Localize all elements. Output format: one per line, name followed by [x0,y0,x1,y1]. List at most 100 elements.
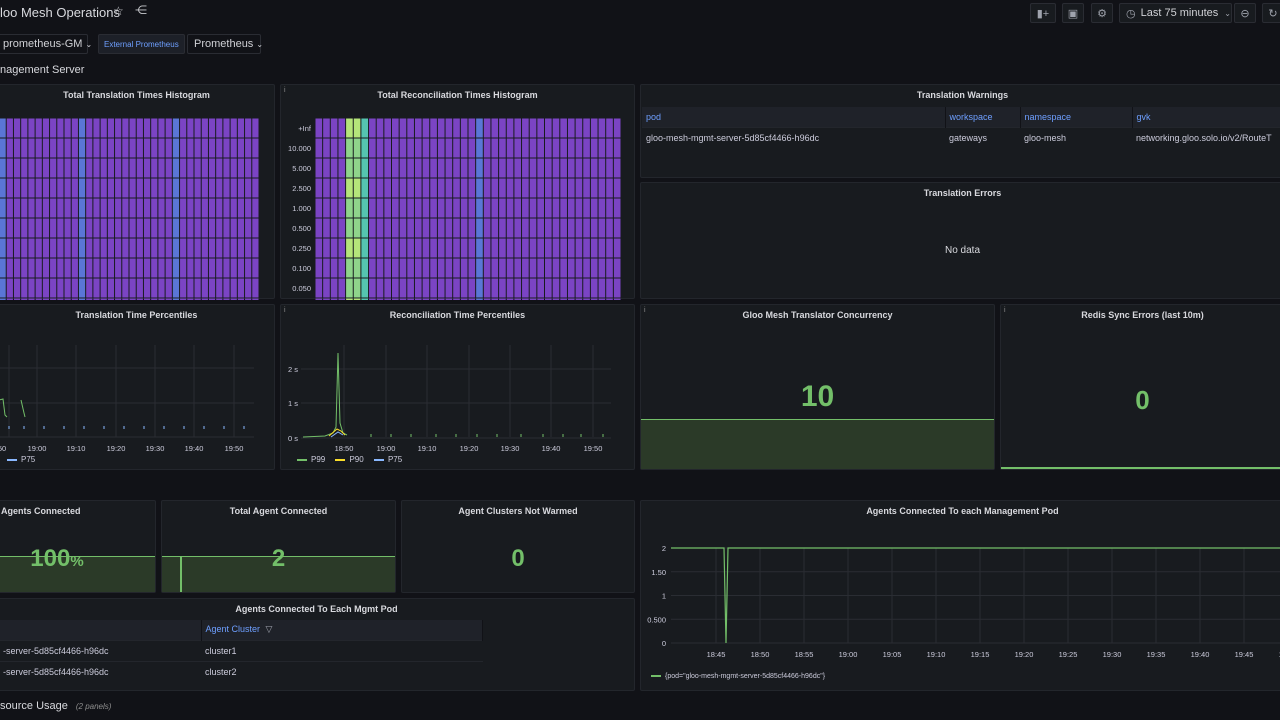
heatmap-cell [338,178,346,198]
heatmap-cell [323,258,330,278]
column-header-agent-cluster[interactable]: Agent Cluster ▽ [201,620,483,640]
legend-item-p99[interactable]: P99 [297,455,325,464]
heatmap-cell [545,118,552,138]
heatmap-cell [252,158,259,178]
panel-title[interactable]: Translation Errors [923,188,1002,198]
gear-icon[interactable]: ⚙ [1091,3,1113,23]
stat-value: 0 [1135,385,1150,415]
heatmap-cell [136,298,143,300]
heatmap-cell [158,198,165,218]
legend-item-p75[interactable]: P75 [7,455,35,464]
heatmap-cell [506,158,514,178]
heatmap-cell [468,218,476,238]
heatmap-cell [42,278,50,298]
panel-title[interactable]: Total Agent Connected [229,506,328,516]
filter-icon[interactable]: ▽ [265,624,273,635]
heatmap-cell [529,198,537,218]
x-tick-label: 18:55 [795,650,814,659]
heatmap-cell [392,178,399,198]
panel-title[interactable]: Reconciliation Time Percentiles [389,310,526,320]
panel-title[interactable]: Translation Warnings [916,90,1009,100]
heatmap-cell [194,118,201,138]
row-management-server[interactable]: nagement Server [0,64,85,76]
heatmap-cell [64,258,71,278]
panel-count: (2 panels) [75,702,112,711]
heatmap-cell [28,198,35,218]
star-icon[interactable]: ☆ [113,4,124,18]
heatmap-cell [86,178,93,198]
panel-title[interactable]: Agents Connected To each Management Pod [866,506,1059,516]
panel-title[interactable]: Gloo Mesh Translator Concurrency [742,310,893,320]
heatmap-cell [560,178,567,198]
x-tick-label: 19:05 [883,650,902,659]
panel-title[interactable]: Total Reconciliation Times Histogram [377,90,538,100]
prometheus-select[interactable]: Prometheus ⌄ [187,34,263,54]
x-tick-label: 19:40 [542,444,561,453]
column-header-pod[interactable]: pod [642,107,946,127]
heatmap-cell [361,138,369,158]
x-tick-label: 19:00 [28,444,47,453]
heatmap-cell [28,178,35,198]
panel-title[interactable]: Agents Connected To Each Mgmt Pod [235,604,398,614]
heatmap-cell [0,138,6,158]
heatmap-cell [21,218,28,238]
heatmap-cell [376,298,384,300]
info-icon[interactable]: i [284,307,286,314]
heatmap-cell [369,178,376,198]
panel-clusters-not-warmed: Agent Clusters Not Warmed 0 [401,500,635,593]
heatmap-cell [158,278,165,298]
info-icon[interactable]: i [284,87,286,94]
heatmap-cell [201,298,208,300]
heatmap-cell [353,178,361,198]
info-icon[interactable]: i [1004,307,1006,314]
stat-sparkline-bg [1001,467,1280,469]
heatmap-cell [560,118,567,138]
datasource-select[interactable]: prometheus-GM ⌄ [0,34,92,54]
info-icon[interactable]: i [644,307,646,314]
legend-item-p90[interactable]: P90 [335,455,364,464]
heatmap-cell [506,258,514,278]
chevron-down-icon: ⌄ [85,40,93,49]
legend-item-p75[interactable]: P75 [373,455,402,464]
heatmap-cell [187,138,194,158]
zoom-out-icon[interactable]: ⊖ [1234,3,1256,23]
panel-title[interactable]: Agent Clusters Not Warmed [458,506,578,516]
legend-item-pod[interactable]: {pod="gloo-mesh-mgmt-server-5d85cf4466-h… [651,673,825,680]
heatmap-cell [13,178,21,198]
heatmap-cell [399,278,407,298]
heatmap-cell [237,158,245,178]
dashboard-title[interactable]: loo Mesh Operations [0,5,120,20]
refresh-icon[interactable]: ↻ [1262,3,1280,23]
heatmap-cell [598,278,606,298]
panel-title[interactable]: Agents Connected [1,506,81,516]
heatmap-cell [187,258,194,278]
heatmap-cell [376,258,384,278]
x-tick-label: 19:10 [418,444,437,453]
column-header-namespace[interactable]: namespace [1020,107,1133,127]
heatmap-cell [201,278,208,298]
heatmap-cell [338,278,346,298]
heatmap-cell [514,258,522,278]
heatmap-cell [598,138,606,158]
heatmap-cell [13,298,21,300]
column-header-gvk[interactable]: gvk [1132,107,1280,127]
column-header-pod[interactable] [0,620,202,640]
heatmap-cell [346,138,353,158]
panel-title[interactable]: Total Translation Times Histogram [63,90,210,100]
prometheus-value: Prometheus [194,38,254,50]
column-header-workspace[interactable]: workspace [945,107,1021,127]
heatmap-cell [422,178,430,198]
heatmap-cell [613,238,621,258]
share-icon[interactable]: ⋲ [135,3,147,17]
panel-title[interactable]: Redis Sync Errors (last 10m) [1081,310,1204,320]
heatmap-cell [613,258,621,278]
save-icon[interactable]: ▣ [1062,3,1084,23]
add-panel-icon[interactable]: ▮+ [1030,3,1056,23]
time-picker[interactable]: ◷ Last 75 minutes ⌄ [1119,3,1232,23]
heatmap-cell [107,278,115,298]
row-resource-usage[interactable]: source Usage (2 panels) [0,700,111,712]
heatmap-cell [445,298,453,300]
panel-title[interactable]: Translation Time Percentiles [75,310,198,320]
heatmap-cell [414,238,422,258]
heatmap-cell [499,298,506,300]
